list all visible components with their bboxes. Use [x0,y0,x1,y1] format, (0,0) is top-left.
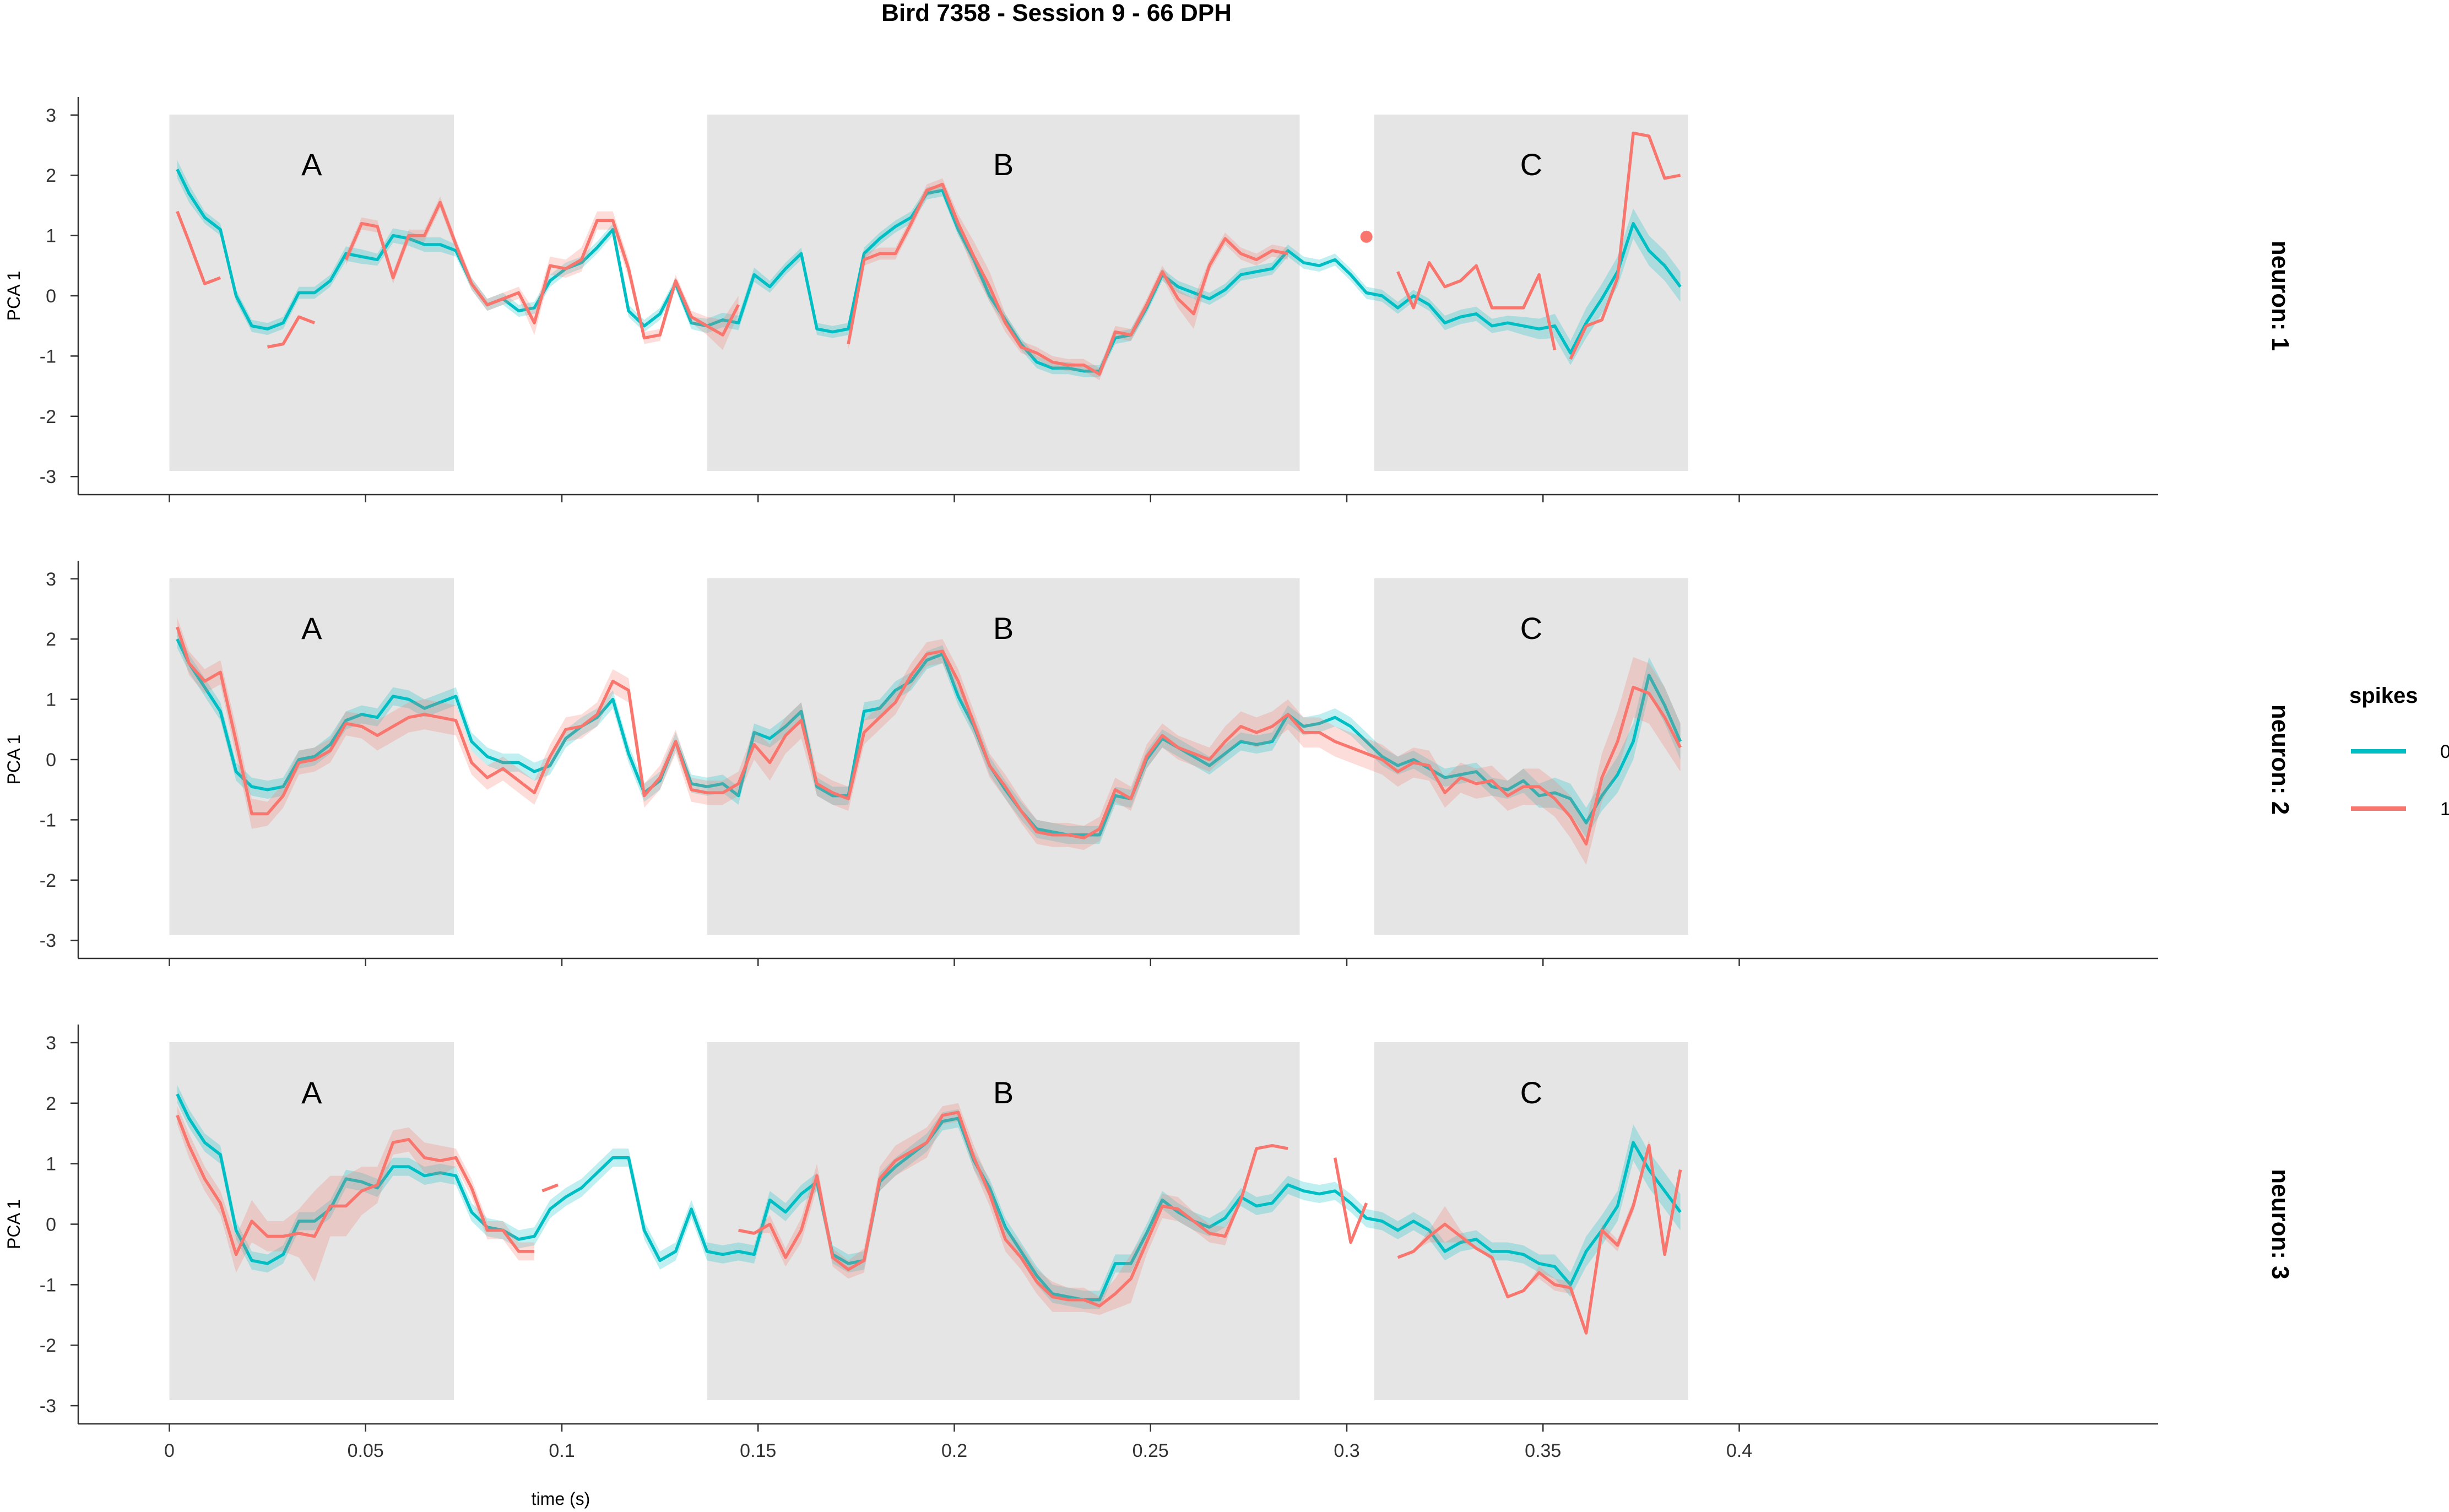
ribbon-spikes-1 [1397,1139,1681,1334]
y-tick-label: -1 [40,346,56,367]
line-spikes-1 [1397,1144,1682,1335]
legend-title: spikes [2349,684,2418,708]
y-axis-label: PCA 1 [4,271,24,321]
y-tick-label: 1 [46,690,56,711]
strip-label: neuron: 3 [2267,1169,2294,1279]
line-spikes-1 [738,1110,1288,1308]
strip-label: neuron: 2 [2267,704,2294,815]
syllable-label-A: A [301,611,322,646]
line-spikes-1 [541,1183,559,1193]
strip-label: neuron: 1 [2267,241,2294,351]
chart-title: Bird 7358 - Session 9 - 66 DPH [881,0,1232,26]
y-tick-label: -3 [40,467,56,487]
syllable-label-A: A [301,147,322,182]
x-tick-label: 0.2 [941,1440,967,1461]
y-tick-label: -3 [40,930,56,951]
y-tick-label: -3 [40,1396,56,1417]
x-tick-label: 0.15 [740,1440,776,1461]
y-tick-label: -2 [40,407,56,427]
line-spikes-1 [1396,261,1557,351]
y-tick-label: -1 [40,810,56,831]
ribbon-spikes-1 [848,178,1288,381]
line-spikes-1 [267,315,316,349]
point-spikes-1 [1360,230,1373,243]
x-tick-label: 0.1 [549,1440,575,1461]
panels: A B C -3 -2 -1 0 1 2 3 PCA 1 neuron: 1 A B C -3 -2 -1 0 1 2 3… [4,97,2294,1461]
syllable-label-C: C [1520,611,1542,646]
x-axis-label: time (s) [532,1489,590,1509]
x-tick-label: 0.4 [1726,1440,1752,1461]
line-spikes-1 [176,626,1682,846]
y-tick-label: -2 [40,870,56,891]
ribbon-spikes-1 [177,1106,535,1282]
y-tick-label: 2 [46,165,56,186]
syllable-label-C: C [1520,147,1542,182]
syllable-label-A: A [301,1075,322,1110]
y-tick-label: 0 [46,1215,56,1235]
line-spikes-0 [176,638,1682,837]
y-tick-label: 3 [46,569,56,590]
y-tick-label: 1 [46,226,56,247]
legend-label-0: 0 [2440,741,2449,762]
x-tick-label: 0.25 [1133,1440,1169,1461]
y-tick-label: 2 [46,1093,56,1114]
x-tick-label: 0.3 [1334,1440,1359,1461]
panel-neuron-1: A B C -3 -2 -1 0 1 2 3 PCA 1 neuron: 1 [4,97,2294,502]
y-tick-label: 0 [46,286,56,307]
legend-items: 01 [2351,741,2449,820]
y-tick-label: 1 [46,1154,56,1175]
syllable-region-C [1374,578,1688,935]
x-tick-label: 0.35 [1525,1440,1561,1461]
syllable-label-C: C [1520,1075,1542,1110]
syllable-label-B: B [993,611,1014,646]
line-spikes-1 [176,210,221,285]
y-tick-label: 3 [46,105,56,126]
panel-neuron-2: A B C -3 -2 -1 0 1 2 3 PCA 1 neuron: 2 [4,561,2294,966]
legend-label-1: 1 [2440,799,2449,820]
y-axis-label: PCA 1 [4,735,24,785]
y-tick-label: -2 [40,1335,56,1356]
y-tick-label: 3 [46,1033,56,1054]
panel-neuron-3: A B C -3 -2 -1 0 1 2 3 0 0.05 0.1 0.15 0.2 0.25 0.3 0.35 0… [4,1025,2294,1461]
syllable-region-C [1374,1042,1688,1400]
line-spikes-1 [344,200,740,340]
line-spikes-1 [1569,131,1681,360]
syllable-label-B: B [993,147,1014,182]
line-spikes-1 [847,182,1288,376]
x-tick-label: 0 [164,1440,175,1461]
y-axis-label: PCA 1 [4,1199,24,1249]
y-tick-label: 0 [46,750,56,771]
y-tick-label: -1 [40,1275,56,1296]
line-spikes-1 [1333,1157,1368,1244]
line-spikes-1 [176,1114,535,1256]
y-tick-label: 2 [46,629,56,650]
legend: spikes 01 [2349,684,2449,820]
syllable-label-B: B [993,1075,1014,1110]
x-tick-label: 0.05 [348,1440,384,1461]
